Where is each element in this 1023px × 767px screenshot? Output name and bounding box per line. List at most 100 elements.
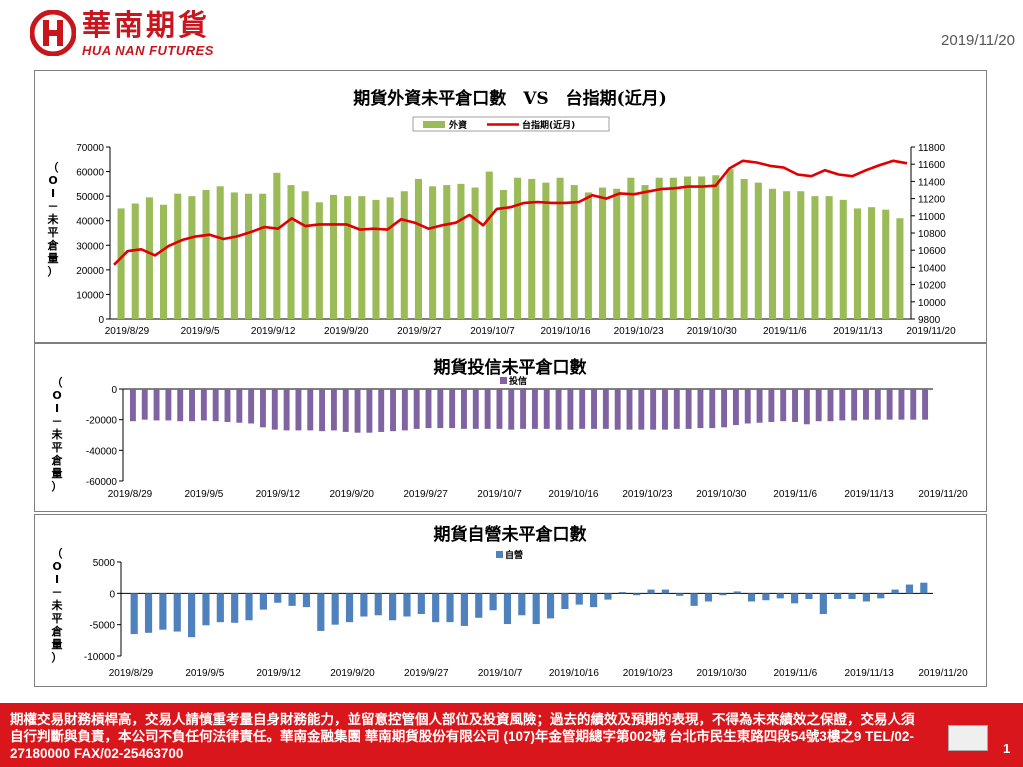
data-bar <box>245 593 253 621</box>
y-axis-label-char: － <box>52 415 63 428</box>
data-bar <box>839 389 846 421</box>
y-axis-label-char: 量 <box>52 638 63 651</box>
y-axis-label-char: ） <box>52 480 63 493</box>
data-bar <box>260 389 266 428</box>
logo-english-name: HUA NAN FUTURES <box>82 43 214 58</box>
data-bar <box>248 389 255 424</box>
y2-tick-label: 10000 <box>918 298 946 309</box>
chart-title: 期貨投信未平倉口數 <box>434 357 587 378</box>
data-bar <box>437 389 444 429</box>
data-bar <box>780 389 787 422</box>
y-tick-label: -60000 <box>86 477 118 488</box>
data-bar <box>590 593 598 608</box>
data-bar <box>129 389 136 422</box>
y-tick-label: 0 <box>109 589 115 600</box>
x-tick-label: 2019/9/20 <box>330 668 375 679</box>
data-bar <box>141 389 148 420</box>
y-axis-label-char: 未 <box>51 427 64 441</box>
x-tick-label: 2019/11/20 <box>918 668 968 679</box>
data-bar <box>584 192 592 319</box>
x-tick-label: 2019/9/27 <box>397 326 442 337</box>
data-bar <box>673 389 680 429</box>
y2-tick-label: 11000 <box>918 212 946 223</box>
data-bar <box>216 186 224 319</box>
data-bar <box>768 389 775 422</box>
data-bar <box>819 593 827 615</box>
x-tick-label: 2019/10/30 <box>687 326 737 337</box>
data-bar <box>230 192 238 319</box>
y-axis-label-char: O <box>48 174 57 187</box>
data-bar <box>528 178 536 319</box>
data-bar <box>683 176 692 319</box>
data-bar <box>811 196 819 319</box>
data-bar <box>378 389 385 432</box>
data-bar <box>443 185 451 319</box>
data-bar <box>627 177 635 319</box>
data-bar <box>599 187 607 319</box>
y-tick-label: 10000 <box>76 290 104 301</box>
data-bar <box>721 389 728 428</box>
x-tick-label: 2019/11/20 <box>906 326 956 337</box>
y-axis-label-char: O <box>52 389 61 402</box>
data-bar <box>202 190 210 319</box>
logo-chinese-name: 華南期貨 <box>82 8 211 42</box>
data-bar <box>307 389 314 431</box>
data-bar <box>301 191 309 319</box>
data-bar <box>783 191 791 319</box>
x-tick-label: 2019/11/13 <box>844 489 894 500</box>
y2-tick-label: 10400 <box>918 263 946 274</box>
data-bar <box>189 389 195 422</box>
data-bar <box>401 389 408 431</box>
data-bar <box>319 389 326 432</box>
y2-tick-label: 10200 <box>918 281 946 292</box>
data-bar <box>344 196 352 319</box>
data-bar <box>360 593 368 617</box>
x-tick-label: 2019/9/27 <box>404 668 449 679</box>
disclaimer-text: 期權交易財務槓桿高，交易人請慎重考量自身財務能力，並留意控管個人部位及投資風險；… <box>10 712 915 761</box>
y-tick-label: 50000 <box>76 192 104 203</box>
y-tick-label: -5000 <box>89 621 115 632</box>
data-bar <box>389 593 397 621</box>
legend-swatch-dealer <box>496 551 503 558</box>
data-bar <box>556 177 564 319</box>
data-bar <box>633 593 641 596</box>
x-tick-label: 2019/9/20 <box>324 326 369 337</box>
data-bar <box>472 389 479 429</box>
data-bar <box>400 191 408 319</box>
y-axis-label-char: 未 <box>51 598 64 612</box>
data-bar <box>690 593 698 606</box>
data-bar <box>754 182 762 319</box>
chart-title: 期貨自營未平倉口數 <box>434 524 587 545</box>
data-bar <box>532 593 540 625</box>
data-bar <box>732 389 739 426</box>
data-bar <box>655 177 663 319</box>
y-tick-label: 20000 <box>76 266 104 277</box>
y-tick-label: 40000 <box>76 217 104 228</box>
trust-oi-chart-panel: 期貨投信未平倉口數 投信 0 -20000 -40000 -60000 （O I －未平倉量） 2… <box>34 343 987 512</box>
data-bar <box>224 389 231 422</box>
legend-label-taiex: 台指期(近月) <box>522 119 575 131</box>
data-bar <box>331 593 339 625</box>
data-bar <box>792 389 798 422</box>
data-bar <box>259 593 267 610</box>
data-bar <box>413 389 420 429</box>
data-bar <box>669 177 677 319</box>
x-tick-label: 2019/9/5 <box>185 668 224 679</box>
data-bar <box>390 389 396 432</box>
data-bar <box>342 389 349 432</box>
x-tick-label: 2019/10/23 <box>614 326 664 337</box>
y-axis-label-char: 量 <box>52 467 63 480</box>
data-bar <box>618 592 626 594</box>
data-bar <box>641 185 649 319</box>
data-bar <box>130 593 138 635</box>
data-bar <box>662 389 668 430</box>
data-bar <box>575 593 583 605</box>
data-bar <box>567 389 574 430</box>
data-bar <box>848 593 856 599</box>
data-bar <box>604 593 612 600</box>
x-tick-label: 2019/9/20 <box>329 489 374 500</box>
data-bar <box>508 389 515 430</box>
y2-tick-label: 10800 <box>918 229 946 240</box>
data-bar <box>827 389 834 422</box>
